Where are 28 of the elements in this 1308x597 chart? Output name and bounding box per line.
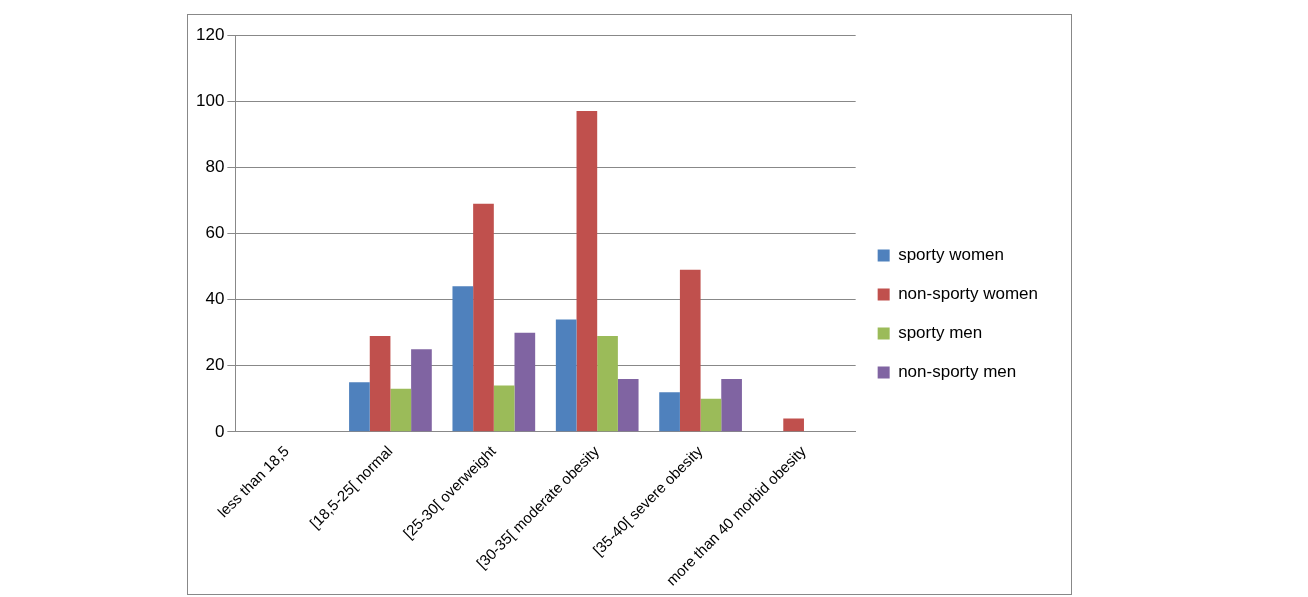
bar [721,378,742,432]
legend-label: sporty men [898,323,983,343]
bar [700,398,722,432]
y-tick-label: 80 [205,156,225,176]
bar [555,319,577,432]
bar [411,349,432,432]
bar [390,388,412,432]
bar [514,332,536,432]
bar [576,111,598,432]
bar [349,382,370,432]
bar [617,378,639,432]
y-tick-label: 0 [214,421,225,441]
bar [783,418,804,432]
legend-label: sporty women [898,245,1004,265]
y-tick-label: 120 [195,24,225,44]
bar [473,203,494,432]
y-tick-label: 20 [205,355,225,375]
bar [493,385,515,432]
legend-label: non-sporty women [898,284,1038,304]
bar [679,269,701,432]
legend-label: non-sporty men [898,362,1017,382]
y-tick-label: 60 [205,223,225,243]
y-tick-label: 40 [205,289,225,309]
bar [659,392,680,432]
bar [369,335,391,432]
bar [597,335,618,432]
y-tick-label: 100 [195,90,225,110]
bar [452,286,474,432]
